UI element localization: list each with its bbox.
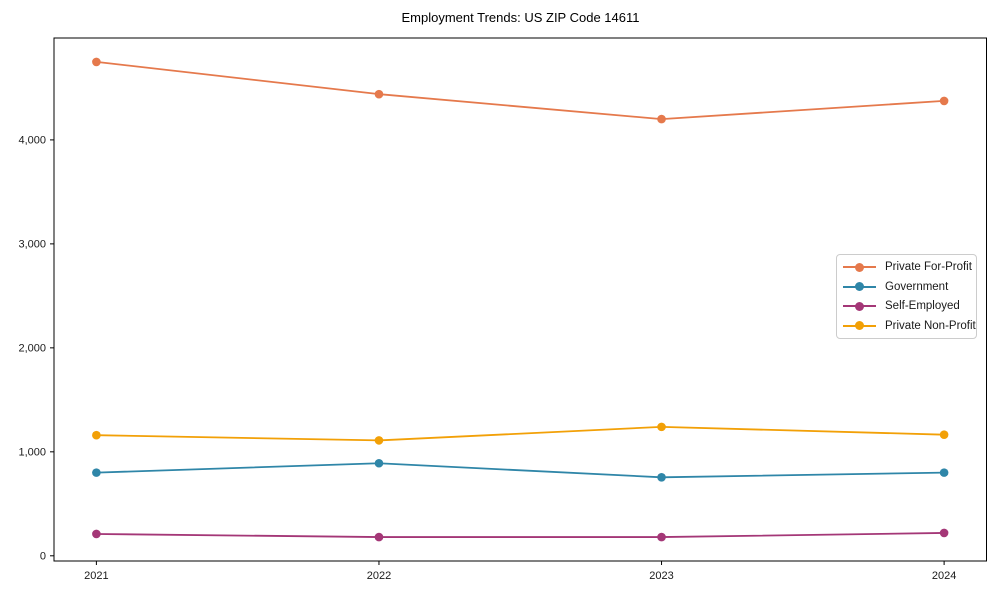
legend-label: Government <box>885 280 949 293</box>
data-point-self-employed <box>374 532 384 542</box>
series-line-private-non-profit <box>95 425 946 442</box>
legend-item-government: Government <box>843 277 970 296</box>
data-point-private-non-profit <box>939 430 949 439</box>
series-line-government <box>95 462 946 479</box>
x-tick-label: 2021 <box>84 570 108 582</box>
legend-marker-icon <box>843 321 876 331</box>
legend-marker-icon <box>843 301 876 311</box>
data-point-government <box>374 458 384 468</box>
data-point-self-employed <box>92 529 101 539</box>
legend-item-private-for-profit: Private For-Profit <box>843 258 972 277</box>
y-tick-label: 2,000 <box>18 342 46 354</box>
legend-label: Private For-Profit <box>885 261 972 274</box>
data-point-private-for-profit <box>939 96 949 106</box>
x-tick-label: 2023 <box>649 570 673 582</box>
series-line-self-employed <box>95 532 946 538</box>
y-tick-label: 1,000 <box>18 446 46 458</box>
data-point-private-for-profit <box>657 114 666 124</box>
chart-title: Employment Trends: US ZIP Code 14611 <box>401 10 640 25</box>
series-line-private-for-profit <box>95 61 946 121</box>
data-point-government <box>657 472 666 482</box>
legend-marker-icon <box>843 282 876 292</box>
legend-label: Self-Employed <box>885 300 960 313</box>
data-point-private-for-profit <box>374 89 384 99</box>
y-tick-label: 3,000 <box>18 238 46 250</box>
legend-item-private-non-profit: Private Non-Profit <box>843 316 976 335</box>
data-point-private-non-profit <box>657 422 666 432</box>
y-tick-label: 0 <box>40 550 46 562</box>
data-point-private-non-profit <box>374 436 384 445</box>
data-point-self-employed <box>939 528 949 538</box>
y-tick-label: 4,000 <box>18 134 46 146</box>
legend-item-self-employed: Self-Employed <box>843 297 970 316</box>
axes-frame <box>53 37 987 562</box>
data-point-self-employed <box>657 532 666 542</box>
x-tick-label: 2022 <box>367 570 391 582</box>
data-point-private-for-profit <box>92 57 101 67</box>
legend-label: Private Non-Profit <box>885 319 976 332</box>
x-tick-label: 2024 <box>932 570 956 582</box>
legend: Private For-Profit Government Self-Employe… <box>836 254 977 339</box>
data-point-government <box>92 468 101 477</box>
data-point-government <box>939 468 949 477</box>
data-point-private-non-profit <box>92 430 101 440</box>
legend-marker-icon <box>843 262 876 272</box>
